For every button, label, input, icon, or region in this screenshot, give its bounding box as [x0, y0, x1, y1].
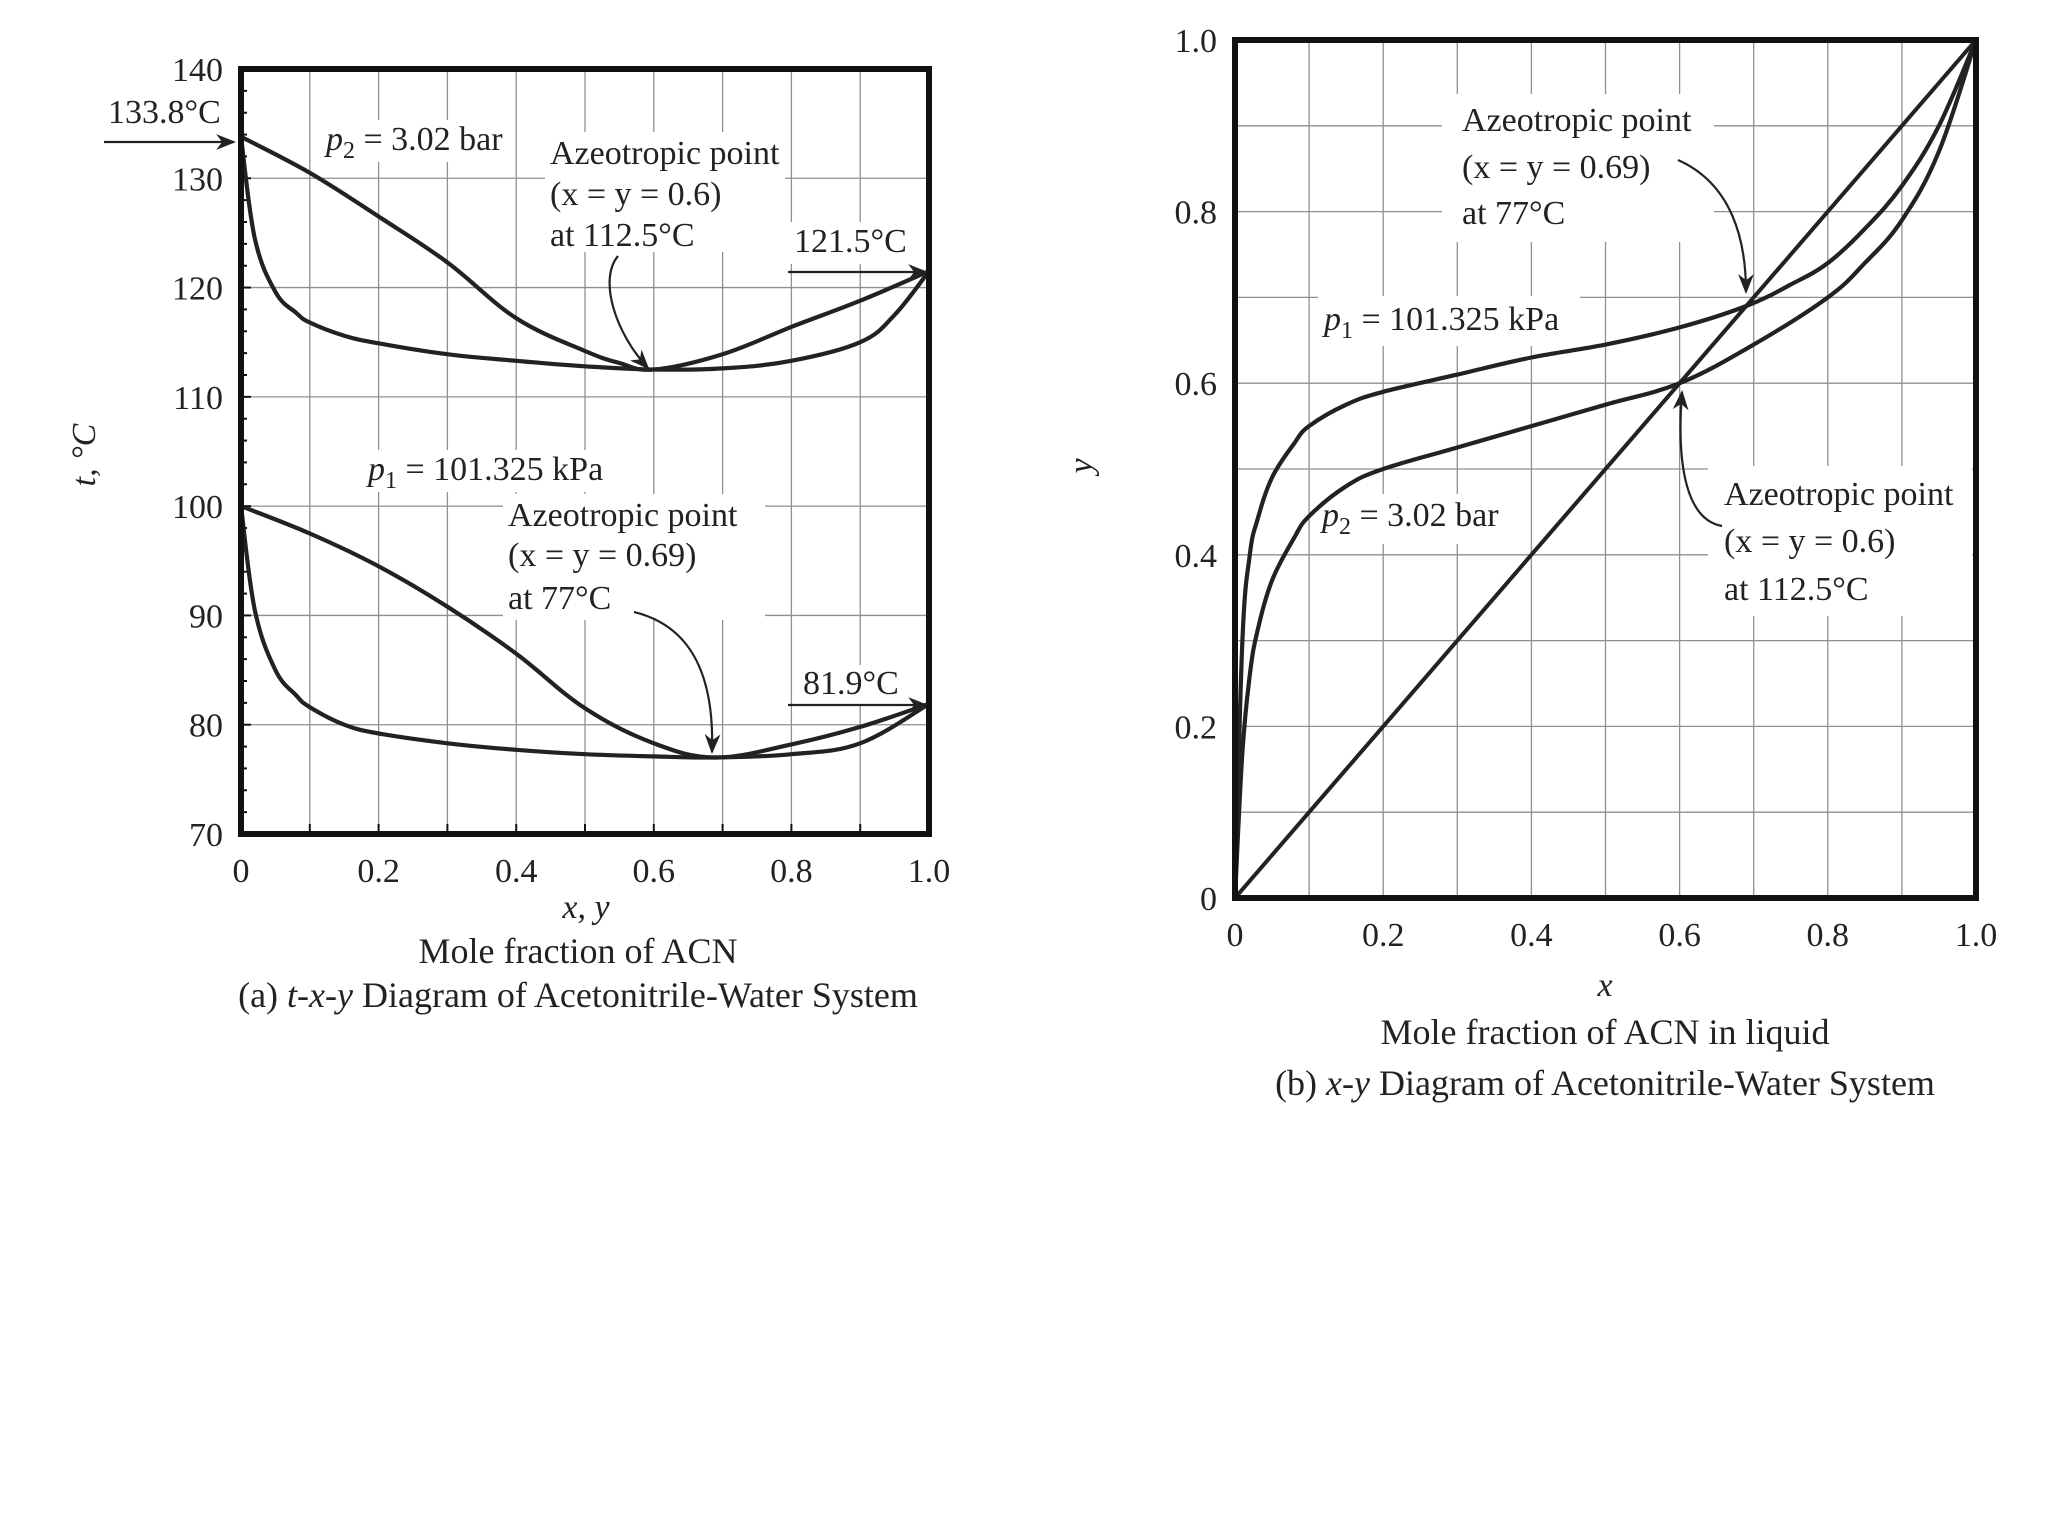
- y-tick-label: 110: [173, 380, 223, 417]
- a-az-low-bg: [503, 494, 765, 620]
- y-tick-label: 0: [1200, 881, 1217, 918]
- a-ylabel: t, °C: [66, 423, 103, 486]
- b-xlabel-symbol: x: [1596, 967, 1612, 1004]
- a-p1-label-bg: [364, 450, 616, 492]
- b-az-low-arrow: [1677, 158, 1754, 294]
- a-xlabel: Mole fraction of ACN: [419, 931, 738, 971]
- y-tick-label: 120: [172, 271, 223, 308]
- a-az-low-title: Azeotropic point: [508, 497, 738, 534]
- y-tick-label: 1.0: [1175, 23, 1218, 60]
- panel-a-frame: [238, 66, 932, 837]
- b-az-low-bg: [1442, 94, 1714, 242]
- y-tick-label: 70: [189, 817, 223, 854]
- x-tick-label: 0.2: [1362, 917, 1405, 954]
- a-p1-label: p1 = 101.325 kPa: [366, 451, 603, 494]
- y-tick-label: 0.6: [1175, 366, 1218, 403]
- y-tick-label: 140: [172, 52, 223, 89]
- a-t-right-high-bg: [790, 222, 908, 264]
- x-tick-label: 1.0: [1955, 917, 1998, 954]
- a-caption: (a) t-x-y Diagram of Acetonitrile-Water …: [238, 975, 918, 1015]
- series-line-p1-101-325-kpa-bubble: [238, 504, 932, 760]
- series-line-diagonal: [1233, 38, 1978, 900]
- x-tick-label: 1.0: [908, 853, 951, 890]
- a-t-right-high-label: 121.5°C: [794, 223, 907, 260]
- panel-a: 0 0.2 0.4 0.6 0.8 1.0 70 80 90 100 110 120 130 140 p2…: [66, 52, 950, 1015]
- a-az-low-line1: (x = y = 0.69): [508, 537, 697, 574]
- y-tick-label: 0.4: [1175, 538, 1218, 575]
- b-p2-label: p2 = 3.02 bar: [1320, 497, 1499, 540]
- x-tick-label: 0: [1227, 917, 1244, 954]
- b-az-low-line2: at 77°C: [1462, 195, 1565, 232]
- y-tick-label: 90: [189, 598, 223, 635]
- a-az-high-line2: at 112.5°C: [550, 217, 695, 254]
- b-az-high-line1: (x = y = 0.6): [1724, 523, 1896, 560]
- x-tick-label: 0.6: [1658, 917, 1701, 954]
- a-az-low-line2: at 77°C: [508, 580, 611, 617]
- b-xlabel: Mole fraction of ACN in liquid: [1381, 1012, 1830, 1052]
- a-t-left-label: 133.8°C: [108, 94, 221, 131]
- b-p1-label-bg: [1318, 296, 1580, 346]
- b-ylabel: y: [1063, 458, 1100, 477]
- panel-b: 0 0.2 0.4 0.6 0.8 1.0 0 0.2 0.4 0.6 0.8 1.0 Azeotro…: [1063, 23, 1997, 1103]
- a-az-high-title: Azeotropic point: [550, 135, 780, 172]
- x-tick-label: 0.4: [1510, 917, 1553, 954]
- b-caption: (b) x-y Diagram of Acetonitrile-Water Sy…: [1275, 1063, 1935, 1103]
- a-az-high-bg: [545, 132, 785, 252]
- a-t-right-low-label: 81.9°C: [803, 665, 899, 702]
- a-t-right-low-bg: [800, 665, 902, 705]
- series-line-p2-3-02-bar-dew: [238, 134, 932, 372]
- b-az-low-line1: (x = y = 0.69): [1462, 149, 1651, 186]
- y-tick-label: 130: [172, 161, 223, 198]
- panel-a-curves: [238, 134, 932, 760]
- panel-b-curves: [1232, 37, 1979, 901]
- x-tick-label: 0.6: [633, 853, 676, 890]
- x-tick-label: 0.4: [495, 853, 538, 890]
- a-p2-label: p2 = 3.02 bar: [324, 121, 503, 164]
- y-tick-label: 100: [172, 489, 223, 526]
- x-tick-label: 0.8: [1807, 917, 1850, 954]
- b-az-low-title: Azeotropic point: [1462, 102, 1692, 139]
- y-tick-label: 0.8: [1175, 195, 1218, 232]
- x-tick-label: 0.8: [770, 853, 813, 890]
- b-p2-label-bg: [1318, 494, 1508, 544]
- series-line-p1-101-325-kpa: [1232, 37, 1979, 901]
- panel-b-frame: [1232, 37, 1979, 901]
- b-az-high-bg: [1708, 466, 1972, 616]
- b-az-high-arrow: [1672, 390, 1723, 528]
- y-tick-label: 80: [189, 708, 223, 745]
- y-tick-label: 0.2: [1175, 709, 1218, 746]
- series-line-p2-3-02-bar-bubble: [238, 134, 932, 372]
- a-az-low-arrow: [633, 610, 721, 754]
- panel-a-tick-labels: 0 0.2 0.4 0.6 0.8 1.0 70 80 90 100 110 120 130 140: [172, 52, 950, 890]
- b-p1-label: p1 = 101.325 kPa: [1322, 301, 1559, 344]
- b-az-high-line2: at 112.5°C: [1724, 571, 1869, 608]
- a-xlabel-symbol: x, y: [561, 889, 610, 926]
- series-line-p2-3-02-bar: [1232, 37, 1979, 901]
- x-tick-label: 0: [233, 853, 250, 890]
- panel-b-tick-labels: 0 0.2 0.4 0.6 0.8 1.0 0 0.2 0.4 0.6 0.8 1.0: [1175, 23, 1998, 954]
- a-az-high-arrow: [608, 255, 650, 370]
- a-az-high-line1: (x = y = 0.6): [550, 176, 722, 213]
- series-line-p1-101-325-kpa-dew: [238, 504, 932, 760]
- a-p2-label-bg: [322, 120, 512, 162]
- b-az-high-title: Azeotropic point: [1724, 476, 1954, 513]
- x-tick-label: 0.2: [357, 853, 400, 890]
